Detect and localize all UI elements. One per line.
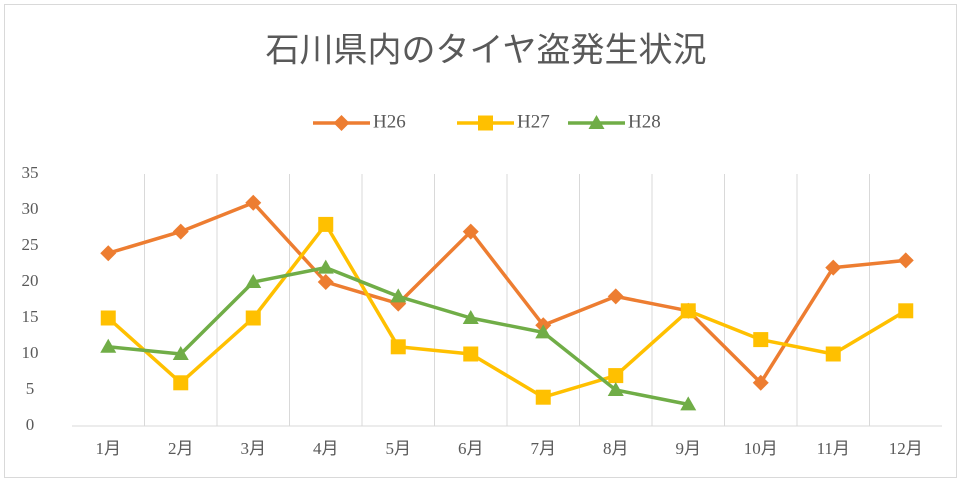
series-line [107,201,906,385]
marker [318,216,334,232]
marker [100,338,117,353]
legend-label: H26 [373,111,406,132]
marker [825,346,841,362]
x-tick-label: 4月 [313,439,339,458]
marker [245,310,261,326]
marker [898,303,914,319]
marker [535,324,552,339]
marker [463,346,479,362]
marker [172,346,189,360]
y-tick-label: 15 [22,307,39,326]
legend-marker [588,115,605,129]
marker [317,259,334,274]
x-tick-label: 12月 [889,439,923,458]
marker [390,288,407,303]
chart-frame [4,4,957,478]
y-tick-label: 20 [22,271,39,290]
marker [753,332,769,348]
legend-marker [333,115,350,131]
x-tick-label: 3月 [241,439,267,458]
x-tick-label: 10月 [744,439,778,458]
marker [173,375,189,391]
marker [100,245,117,262]
legend-label: H28 [628,111,661,132]
y-tick-label: 35 [22,163,39,182]
chart-title: 石川県内のタイヤ盗発生状況 [266,31,707,71]
marker [897,252,914,269]
marker [317,274,334,290]
series-line [107,222,907,399]
x-tick-label: 6月 [458,439,484,458]
marker [752,374,769,391]
marker [680,396,697,411]
x-tick-label: 5月 [386,439,412,458]
marker [607,382,624,396]
y-tick-label: 0 [26,415,35,434]
x-tick-label: 9月 [676,439,702,458]
marker [100,310,116,326]
x-tick-label: 1月 [96,439,122,458]
marker [825,259,842,276]
marker [462,310,479,324]
marker [390,339,406,355]
x-tick-label: 7月 [531,439,557,458]
marker [607,288,624,305]
marker [535,389,551,405]
marker [462,223,479,240]
legend-label: H27 [517,111,550,132]
y-tick-label: 30 [22,199,39,218]
marker [245,194,262,211]
y-tick-label: 25 [22,235,39,254]
x-tick-label: 11月 [817,439,850,458]
marker [608,368,624,384]
x-tick-label: 8月 [603,439,629,458]
marker [680,303,696,319]
x-tick-label: 2月 [168,439,194,458]
legend-marker [478,115,493,131]
y-tick-label: 10 [22,343,39,362]
y-tick-label: 5 [26,379,35,398]
marker [172,223,189,240]
marker [245,274,262,288]
